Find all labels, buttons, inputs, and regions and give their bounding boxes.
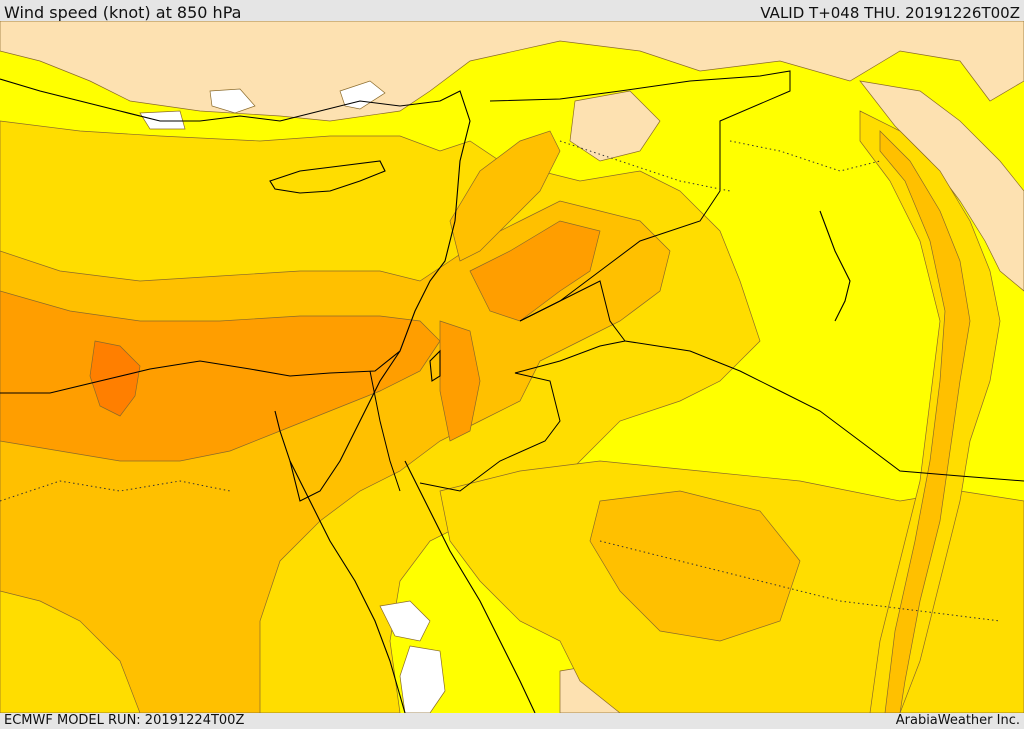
coast-red-sea-east (404, 460, 536, 713)
coastlines (0, 78, 851, 713)
band-white-red-sea-1 (379, 600, 431, 642)
band-gold-levant-ridge (449, 130, 561, 262)
map-title: Wind speed (knot) at 850 hPa (4, 3, 242, 22)
footer-bar: ECMWF MODEL RUN: 20191224T00Z ArabiaWeat… (0, 713, 1024, 729)
band-yellow-gold-zagros (859, 110, 1001, 713)
model-run: ECMWF MODEL RUN: 20191224T00Z (4, 713, 245, 728)
province-borders (0, 140, 1001, 622)
band-dark-orange-core (89, 340, 141, 417)
band-white-red-sea-2 (399, 645, 446, 713)
coast-red-sea-west (289, 460, 406, 713)
province-line-2 (599, 540, 1001, 622)
border-egypt-sudan (369, 370, 401, 492)
band-white-turkey-1 (209, 88, 256, 114)
band-very-light-turkey (0, 21, 1024, 122)
border-jordan-saudi (419, 280, 626, 492)
band-gold-arabia-interior (589, 490, 801, 642)
band-orange-levant (469, 220, 601, 322)
band-white-turkey-2 (339, 80, 386, 110)
coast-levant (0, 220, 456, 394)
coast-persian-gulf (819, 210, 851, 322)
band-orange-egypt (0, 290, 441, 462)
coast-suez-sinai (274, 350, 401, 502)
band-white-turkey-3 (139, 110, 186, 130)
border-syria-iraq (489, 70, 791, 322)
province-line-3 (559, 140, 731, 192)
wind-speed-map (0, 21, 1024, 713)
dead-sea (429, 349, 441, 382)
country-borders (369, 70, 1024, 492)
band-gold-zagros-inner (879, 130, 971, 713)
valid-time: VALID T+048 THU. 20191226T00Z (760, 4, 1020, 22)
band-orange-jordan (439, 320, 481, 442)
border-saudi-iraq (624, 340, 1024, 482)
coast-turkey-south (0, 78, 471, 222)
map-canvas (0, 21, 1024, 713)
band-very-light-iraq-north (569, 90, 661, 162)
coast-cyprus (269, 160, 386, 194)
credit: ArabiaWeather Inc. (895, 713, 1020, 728)
header-bar: Wind speed (knot) at 850 hPa VALID T+048… (0, 0, 1024, 22)
